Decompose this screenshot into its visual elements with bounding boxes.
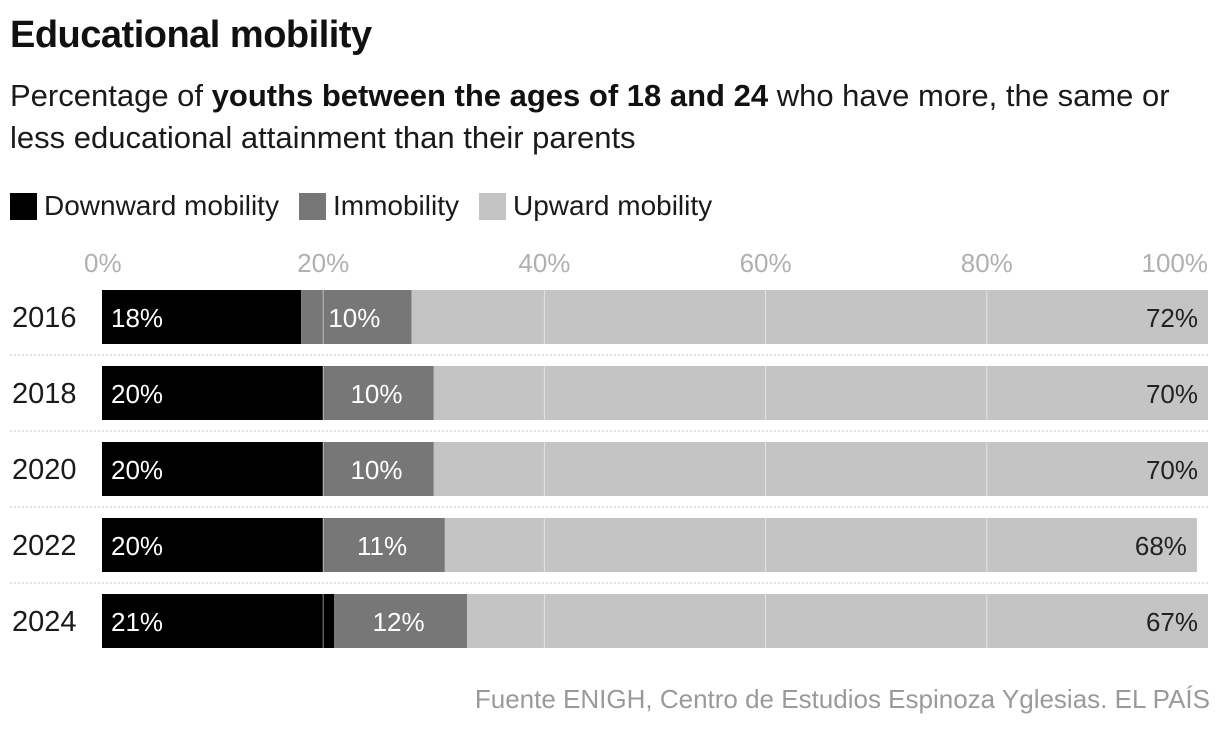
x-tick-label: 80% (961, 248, 1013, 278)
legend-label-downward: Downward mobility (44, 190, 279, 221)
legend-item-immobility: Immobility (298, 190, 459, 222)
source-note: Fuente ENIGH, Centro de Estudios Espinoz… (474, 684, 1210, 714)
year-label: 2016 (12, 302, 77, 334)
bar-segment-immobility (334, 594, 467, 648)
data-label-downward: 18% (111, 303, 163, 333)
x-tick-label: 100% (1142, 248, 1209, 278)
chart-title: Educational mobility (10, 14, 372, 56)
data-label-immobility: 12% (373, 607, 425, 637)
bar-segment-downward (102, 594, 335, 648)
year-label: 2022 (12, 530, 77, 562)
year-label: 2024 (12, 606, 77, 638)
x-tick-label: 40% (518, 248, 570, 278)
data-label-immobility: 11% (357, 531, 407, 561)
legend-label-upward: Upward mobility (512, 190, 713, 221)
bar-segment-upward (433, 366, 1208, 420)
bar-segment-downward (102, 290, 302, 344)
chart-legend: Downward mobility Immobility Upward mobi… (10, 188, 732, 224)
data-label-downward: 20% (111, 455, 163, 485)
bar-segment-immobility (301, 290, 412, 344)
x-tick-label: 0% (84, 248, 122, 278)
bar-segment-downward (102, 442, 324, 496)
year-label: 2018 (12, 378, 77, 410)
data-label-downward: 20% (111, 531, 163, 561)
bar-segment-downward (102, 518, 324, 572)
data-label-downward: 20% (111, 379, 163, 409)
stacked-bar-chart: 0% 20% 40% 60% 80% 100% 2016 18% 10% 72% 2018 20% 10… (10, 248, 1209, 648)
bar-segment-immobility (323, 442, 434, 496)
subtitle-prefix: Percentage of (10, 78, 212, 113)
bar-segment-downward (102, 366, 324, 420)
x-tick-label: 60% (740, 248, 792, 278)
data-label-upward: 68% (1135, 531, 1187, 561)
data-label-downward: 21% (111, 607, 163, 637)
legend-item-downward: Downward mobility (10, 190, 279, 222)
year-label: 2020 (12, 454, 77, 486)
data-label-upward: 72% (1146, 303, 1198, 333)
bar-segment-immobility (323, 518, 445, 572)
bar-segment-upward (433, 442, 1208, 496)
legend-label-immobility: Immobility (332, 190, 459, 221)
data-label-immobility: 10% (328, 303, 380, 333)
data-label-upward: 70% (1146, 455, 1198, 485)
data-label-immobility: 10% (350, 379, 402, 409)
subtitle-suffix: who have more, the same or less educatio… (10, 78, 1170, 155)
bar-segment-immobility (323, 366, 434, 420)
bar-segment-upward (466, 594, 1209, 648)
bar-segment-upward (444, 518, 1197, 572)
legend-swatch-immobility (298, 192, 326, 220)
data-label-upward: 70% (1146, 379, 1198, 409)
subtitle-bold: youths between the ages of 18 and 24 (211, 78, 769, 113)
legend-swatch-upward (478, 192, 506, 220)
legend-swatch-downward (10, 192, 37, 220)
chart-subtitle: Percentage of youths between the ages of… (10, 75, 1215, 159)
data-label-immobility: 10% (350, 455, 402, 485)
legend-item-upward: Upward mobility (478, 190, 713, 222)
x-tick-label: 20% (297, 248, 349, 278)
data-label-upward: 67% (1146, 607, 1198, 637)
bar-segment-upward (411, 290, 1208, 344)
